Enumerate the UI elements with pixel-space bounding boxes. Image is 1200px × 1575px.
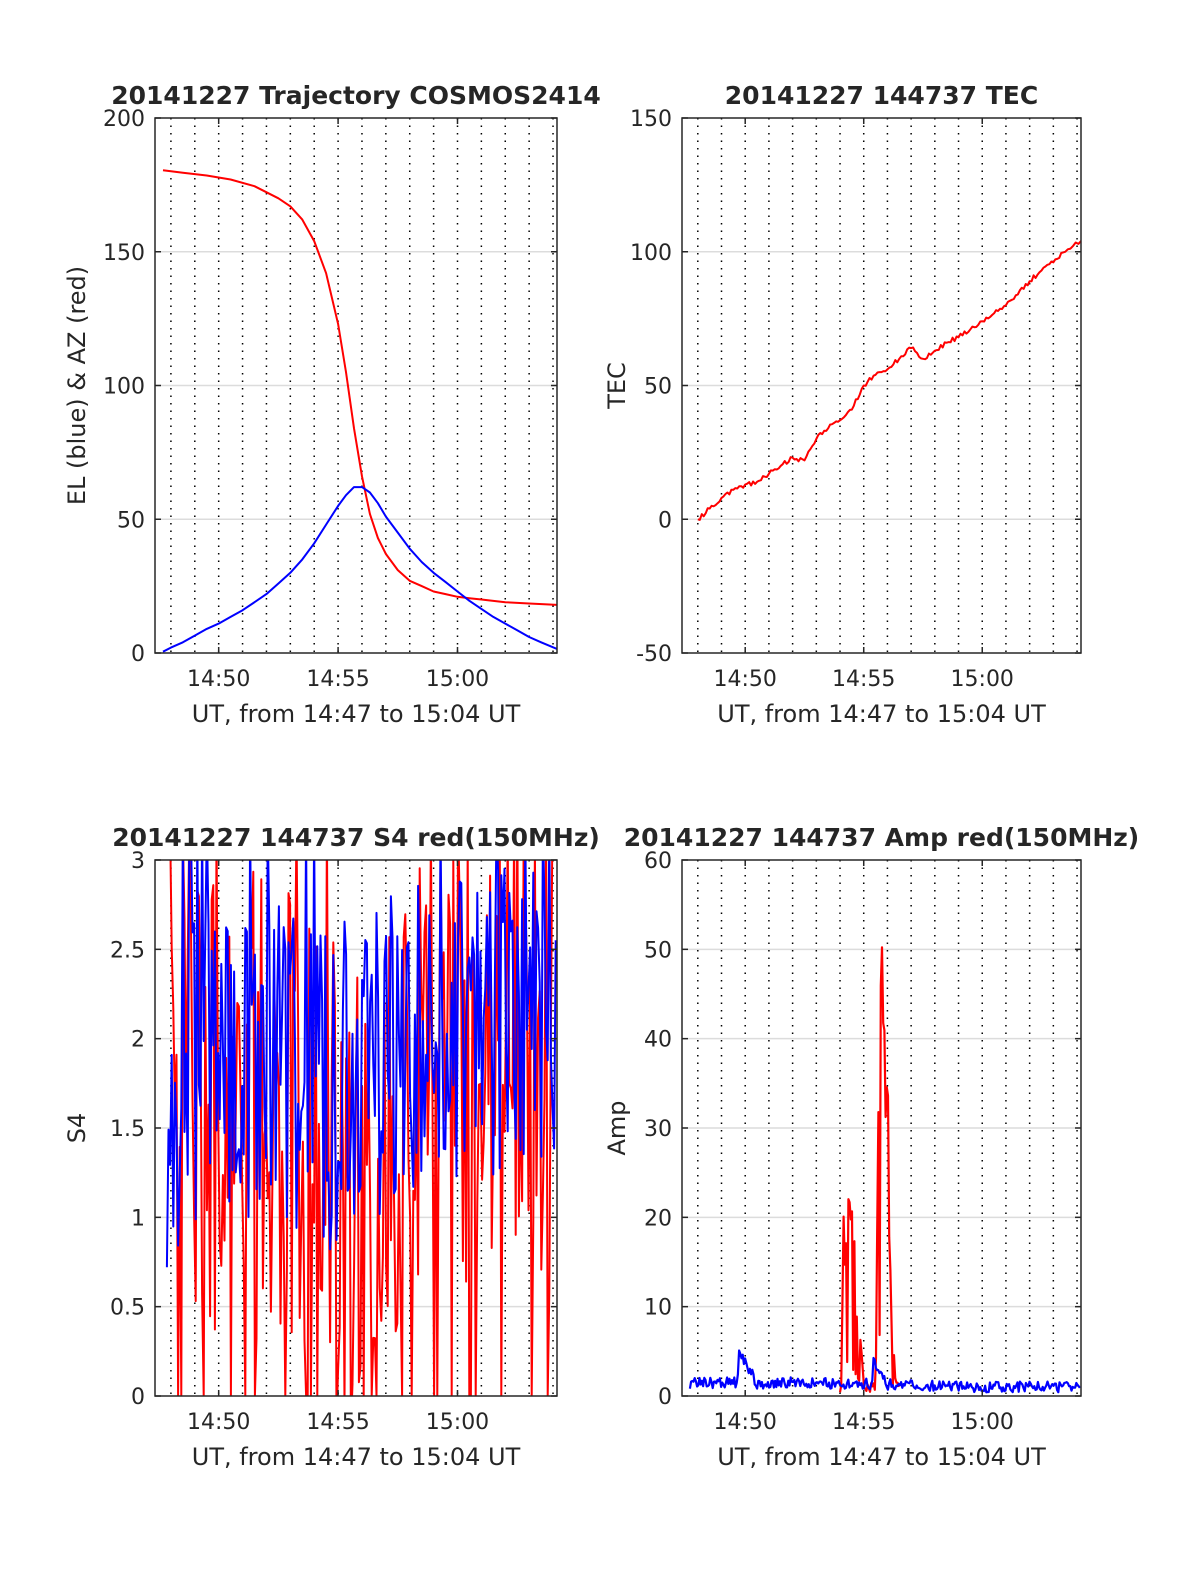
y-tick-label: 150: [630, 107, 672, 132]
chart-title: 20141227 144737 TEC: [725, 81, 1038, 110]
y-tick-label: 50: [117, 508, 145, 533]
y-tick-label: 10: [644, 1296, 672, 1321]
x-axis-label: UT, from 14:47 to 15:04 UT: [717, 1443, 1046, 1471]
y-tick-label: 50: [644, 375, 672, 400]
y-tick-label: 2: [131, 1028, 145, 1053]
y-tick-label: 0: [131, 1385, 145, 1410]
x-tick-label: 15:00: [426, 1410, 489, 1435]
y-tick-label: 2.5: [110, 938, 145, 963]
plot-area: [697, 240, 1081, 521]
series-line-0: [169, 860, 554, 1396]
y-axis-label: S4: [63, 1113, 91, 1144]
x-tick-label: 15:00: [951, 667, 1014, 692]
y-tick-label: 200: [103, 107, 145, 132]
y-tick-label: 3: [131, 849, 145, 874]
y-axis-label: TEC: [603, 362, 631, 410]
x-tick-label: 14:55: [306, 1410, 369, 1435]
chart-panel-3: 0 10 20 30 40 50 60 14:50 14:55 15:00 UT, from 14:…: [603, 823, 1139, 1471]
chart-panel-2: 0 0.5 1 1.5 2 2.5 3 14:50 14:55 15:00 UT, from 14:…: [63, 823, 600, 1471]
x-tick-label: 15:00: [951, 1410, 1014, 1435]
y-axis-label: Amp: [603, 1100, 631, 1155]
y-tick-label: 60: [644, 849, 672, 874]
y-tick-label: 0: [658, 1385, 672, 1410]
series-line-0: [697, 240, 1081, 521]
x-tick-label: 14:50: [714, 667, 777, 692]
chart-panel-1: -50 0 50 100 150 14:50 14:55 15:00 UT, from 14:4…: [603, 81, 1082, 728]
y-tick-label: 0: [131, 642, 145, 667]
y-tick-label: 0.5: [110, 1296, 145, 1321]
y-tick-label: 1.5: [110, 1117, 145, 1142]
y-tick-label: 40: [644, 1028, 672, 1053]
series-line-1: [688, 1349, 1081, 1394]
y-tick-label: 150: [103, 241, 145, 266]
x-tick-label: 14:50: [187, 667, 250, 692]
x-tick-label: 14:55: [832, 1410, 895, 1435]
chart-title: 20141227 144737 Amp red(150MHz): [624, 823, 1140, 852]
y-axis-label: EL (blue) & AZ (red): [63, 266, 91, 505]
plot-area: [162, 169, 557, 653]
plot-area: [165, 860, 557, 1396]
chart-title: 20141227 Trajectory COSMOS2414: [111, 81, 601, 110]
x-tick-label: 14:50: [187, 1410, 250, 1435]
chart-panel-0: 0 50 100 150 200 14:50 14:55 15:00 UT, from 14:4…: [63, 81, 601, 728]
x-tick-label: 14:55: [306, 667, 369, 692]
y-tick-label: 0: [658, 508, 672, 533]
y-tick-label: 20: [644, 1206, 672, 1231]
y-tick-label: 30: [644, 1117, 672, 1142]
series-line-1: [165, 860, 557, 1268]
x-axis-label: UT, from 14:47 to 15:04 UT: [717, 700, 1046, 728]
y-tick-label: 100: [630, 241, 672, 266]
x-tick-label: 14:55: [832, 667, 895, 692]
plot-area: [688, 946, 1081, 1394]
x-axis-label: UT, from 14:47 to 15:04 UT: [192, 1443, 521, 1471]
x-tick-label: 15:00: [426, 667, 489, 692]
x-axis-label: UT, from 14:47 to 15:04 UT: [192, 700, 521, 728]
y-tick-label: 100: [103, 375, 145, 400]
chart-title: 20141227 144737 S4 red(150MHz): [112, 823, 600, 852]
y-tick-label: 1: [131, 1206, 145, 1231]
series-line-0: [162, 169, 557, 606]
y-tick-label: -50: [636, 642, 672, 667]
y-tick-label: 50: [644, 938, 672, 963]
series-line-1: [162, 486, 557, 653]
series-line-0: [838, 946, 900, 1393]
x-tick-label: 14:50: [714, 1410, 777, 1435]
